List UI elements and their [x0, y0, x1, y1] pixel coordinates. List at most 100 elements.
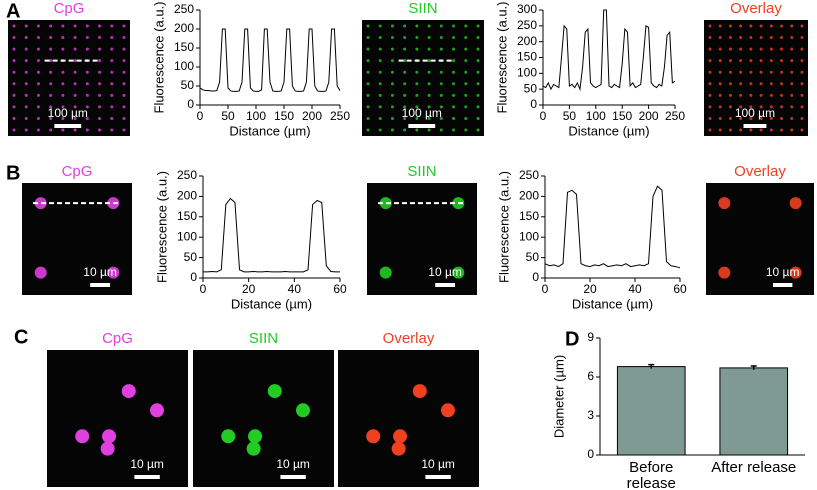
scale-bar [54, 124, 82, 128]
image-label: CpG [102, 330, 133, 347]
y-axis-label: Fluorescence (a.u.) [151, 2, 166, 114]
spot [378, 128, 382, 132]
spot [427, 36, 431, 40]
cell [391, 441, 406, 456]
spot [36, 105, 40, 109]
spot [122, 47, 126, 51]
x-tick-label: 150 [612, 109, 632, 123]
spot [780, 128, 784, 132]
spot [759, 128, 763, 132]
spot [800, 105, 804, 109]
spot [790, 116, 794, 120]
spot [464, 70, 468, 74]
spot [728, 128, 732, 132]
spot [790, 82, 794, 86]
cell [102, 429, 117, 444]
spot [739, 47, 743, 51]
spot [769, 59, 773, 63]
spot [739, 70, 743, 74]
spot [780, 36, 784, 40]
spot [110, 47, 114, 51]
spot [110, 105, 114, 109]
spot [98, 82, 102, 86]
spot [415, 24, 419, 28]
x-tick-label: 60 [333, 282, 347, 296]
spot [718, 197, 731, 210]
spot [780, 116, 784, 120]
spot [49, 93, 53, 97]
spot [415, 128, 419, 132]
y-tick-label: 100 [517, 66, 537, 80]
spot [85, 93, 89, 97]
spot [769, 82, 773, 86]
spot [24, 93, 28, 97]
spot [739, 82, 743, 86]
cell [121, 384, 136, 399]
spot [61, 70, 65, 74]
spot [110, 70, 114, 74]
x-axis-label: Distance (µm) [572, 296, 653, 311]
micrograph [47, 350, 188, 487]
cell [412, 384, 427, 399]
spot [122, 59, 126, 63]
spot [780, 47, 784, 51]
spot [708, 93, 712, 97]
spot [439, 24, 443, 28]
scale-bar [134, 475, 160, 479]
y-axis-label: Diameter (µm) [551, 355, 566, 438]
scale-bar-label: 100 µm [735, 106, 775, 120]
spot [390, 36, 394, 40]
spot [390, 93, 394, 97]
x-axis-label: Distance (µm) [229, 123, 310, 138]
spot [427, 82, 431, 86]
spot [403, 47, 407, 51]
spot [718, 105, 722, 109]
y-tick-label: 200 [517, 34, 537, 48]
micrograph [362, 20, 484, 136]
spot [49, 105, 53, 109]
y-tick-label: 50 [526, 250, 540, 264]
spot [718, 70, 722, 74]
cell [295, 403, 310, 418]
spot [464, 128, 468, 132]
y-tick-label: 250 [174, 2, 194, 16]
y-tick-label: 250 [177, 168, 197, 182]
image-label: Overlay [734, 163, 786, 180]
spot [49, 36, 53, 40]
spot [476, 59, 480, 63]
image-label: SIIN [407, 163, 436, 180]
spot [739, 36, 743, 40]
spot [759, 70, 763, 74]
spot [378, 47, 382, 51]
spot [36, 47, 40, 51]
spot [800, 59, 804, 63]
spot [122, 105, 126, 109]
spot [24, 59, 28, 63]
spot [49, 70, 53, 74]
spot [718, 93, 722, 97]
spot [366, 36, 370, 40]
spot [780, 82, 784, 86]
spot [98, 36, 102, 40]
spot [85, 70, 89, 74]
scale-bar-label: 100 µm [402, 106, 442, 120]
spot [769, 128, 773, 132]
spot [769, 93, 773, 97]
spot [780, 70, 784, 74]
spot [739, 128, 743, 132]
spot [12, 47, 16, 51]
spot [390, 24, 394, 28]
scale-bar-label: 10 µm [766, 265, 800, 279]
spot [769, 105, 773, 109]
x-tick-label: 0 [540, 109, 547, 123]
scale-bar [280, 475, 306, 479]
spot [36, 93, 40, 97]
spot [452, 116, 456, 120]
spot [780, 105, 784, 109]
scale-bar-label: 10 µm [130, 457, 164, 471]
spot [110, 116, 114, 120]
spot [427, 24, 431, 28]
y-tick-label: 150 [517, 50, 537, 64]
spot [73, 128, 77, 132]
